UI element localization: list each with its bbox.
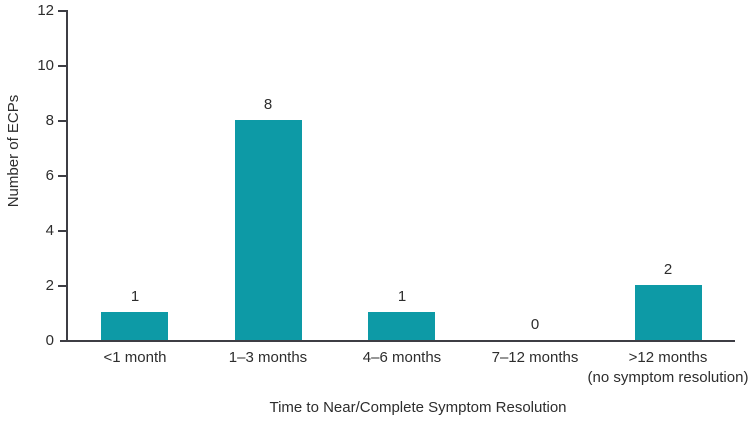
y-tick-label: 6 xyxy=(45,167,54,184)
bar-value-label: 0 xyxy=(530,316,540,333)
bar xyxy=(101,312,168,340)
bar xyxy=(635,285,702,340)
y-tick xyxy=(58,120,66,122)
y-axis-line xyxy=(66,10,68,342)
y-tick-label: 0 xyxy=(45,332,54,349)
y-tick xyxy=(58,230,66,232)
x-axis-title: Time to Near/Complete Symptom Resolution xyxy=(269,399,567,416)
y-tick xyxy=(58,175,66,177)
y-tick-label: 2 xyxy=(45,277,54,294)
bar-value-label: 1 xyxy=(130,288,140,305)
y-tick xyxy=(58,10,66,12)
bar-value-label: 8 xyxy=(263,96,273,113)
y-tick-label: 4 xyxy=(45,222,54,239)
bar xyxy=(235,120,302,340)
x-tick-label: 4–6 months xyxy=(362,349,442,366)
x-tick-label: <1 month xyxy=(103,349,167,366)
bar-value-label: 1 xyxy=(397,288,407,305)
bar-value-label: 2 xyxy=(663,261,673,278)
y-tick xyxy=(58,65,66,67)
y-tick-label: 10 xyxy=(37,57,54,74)
x-tick-label: 1–3 months xyxy=(228,349,308,366)
x-axis-line xyxy=(60,340,735,342)
y-tick-label: 8 xyxy=(45,112,54,129)
bar xyxy=(368,312,435,340)
x-tick-label: 7–12 months xyxy=(491,349,579,366)
y-tick-label: 12 xyxy=(37,2,54,19)
x-tick-label: >12 months (no symptom resolution) xyxy=(587,349,749,386)
y-tick xyxy=(58,285,66,287)
